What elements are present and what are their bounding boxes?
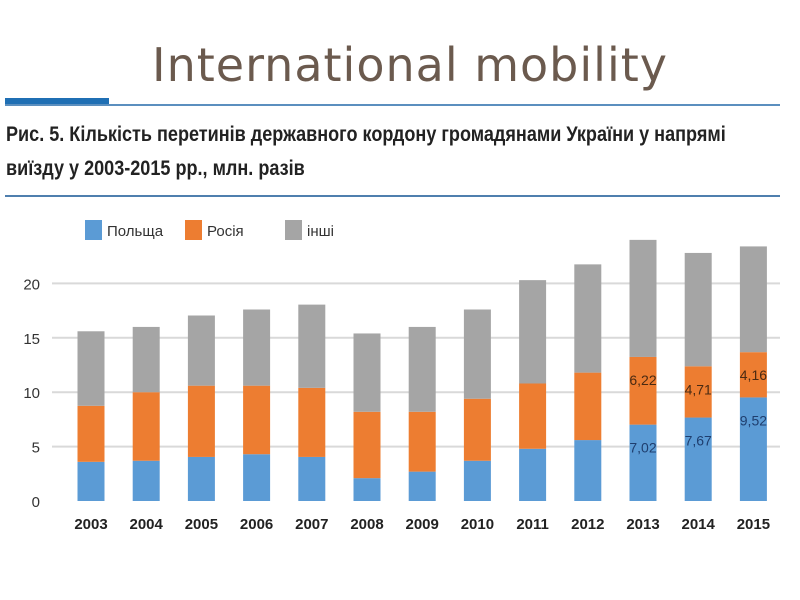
bar-Польща-2013 xyxy=(629,424,657,501)
y-tick-label: 15 xyxy=(23,331,40,348)
bar-Польща-2014 xyxy=(684,417,712,501)
bar-Росія-2004 xyxy=(132,392,160,461)
x-tick-label: 2006 xyxy=(240,516,273,533)
legend-label: Польща xyxy=(107,223,164,240)
x-tick-label: 2008 xyxy=(350,516,383,533)
y-tick-label: 0 xyxy=(32,494,40,511)
bar-Польща-2008 xyxy=(353,478,381,501)
bar-Росія-2006 xyxy=(243,385,271,455)
x-tick-label: 2013 xyxy=(626,516,659,533)
bar-Польща-2005 xyxy=(187,456,215,501)
bar-Росія-2003 xyxy=(77,405,105,462)
bar-інші-2010 xyxy=(463,309,491,399)
data-label: 7,67 xyxy=(685,433,712,449)
x-tick-label: 2010 xyxy=(461,516,494,533)
data-label: 6,22 xyxy=(629,372,656,388)
data-label: 9,52 xyxy=(740,412,767,428)
x-tick-label: 2003 xyxy=(74,516,107,533)
legend-swatch xyxy=(285,220,302,240)
title-accent-bar xyxy=(5,98,109,104)
bar-інші-2003 xyxy=(77,331,105,406)
x-tick-label: 2007 xyxy=(295,516,328,533)
bar-Польща-2006 xyxy=(243,454,271,501)
y-tick-label: 20 xyxy=(23,276,40,293)
bar-Росія-2015 xyxy=(739,352,767,398)
bar-Росія-2005 xyxy=(187,385,215,457)
data-label: 4,71 xyxy=(685,381,712,397)
bar-інші-2012 xyxy=(574,264,602,373)
bar-Росія-2008 xyxy=(353,411,381,479)
bar-інші-2014 xyxy=(684,252,712,367)
y-tick-label: 10 xyxy=(23,385,40,402)
data-label: 4,16 xyxy=(740,367,767,383)
legend-label: інші xyxy=(307,223,334,240)
bar-інші-2013 xyxy=(629,239,657,357)
bar-Польща-2011 xyxy=(519,448,547,501)
x-tick-label: 2014 xyxy=(682,516,716,533)
bar-Росія-2014 xyxy=(684,366,712,418)
bar-інші-2009 xyxy=(408,326,436,412)
bar-інші-2007 xyxy=(298,304,326,388)
x-tick-label: 2009 xyxy=(406,516,439,533)
bar-Польща-2003 xyxy=(77,461,105,501)
bar-Польща-2004 xyxy=(132,460,160,501)
bar-Польща-2007 xyxy=(298,456,326,501)
bar-Росія-2009 xyxy=(408,411,436,472)
bar-Росія-2013 xyxy=(629,356,657,425)
x-tick-label: 2004 xyxy=(130,516,164,533)
title-divider xyxy=(5,104,780,106)
x-tick-label: 2005 xyxy=(185,516,218,533)
bar-Польща-2010 xyxy=(463,460,491,501)
bar-інші-2004 xyxy=(132,326,160,393)
bar-Росія-2011 xyxy=(519,383,547,449)
bar-Росія-2007 xyxy=(298,387,326,457)
bar-Польща-2009 xyxy=(408,471,436,501)
y-tick-label: 5 xyxy=(32,440,40,457)
bar-інші-2011 xyxy=(519,280,547,384)
bar-інші-2015 xyxy=(739,246,767,353)
data-label: 7,02 xyxy=(629,440,656,456)
legend-swatch xyxy=(185,220,202,240)
caption-divider xyxy=(5,195,780,197)
bar-інші-2006 xyxy=(243,309,271,386)
slide-title: International mobility xyxy=(152,38,668,92)
bar-інші-2005 xyxy=(187,315,215,386)
bar-Польща-2012 xyxy=(574,440,602,501)
legend-label: Росія xyxy=(207,223,244,240)
bar-інші-2008 xyxy=(353,333,381,412)
bar-Росія-2012 xyxy=(574,372,602,441)
bar-Польща-2015 xyxy=(739,397,767,501)
chart-title: Рис. 5. Кількість перетинів державного к… xyxy=(6,123,726,180)
bar-Росія-2010 xyxy=(463,398,491,461)
x-tick-label: 2012 xyxy=(571,516,604,533)
x-tick-label: 2011 xyxy=(516,516,549,533)
legend-swatch xyxy=(85,220,102,240)
x-tick-label: 2015 xyxy=(737,516,770,533)
